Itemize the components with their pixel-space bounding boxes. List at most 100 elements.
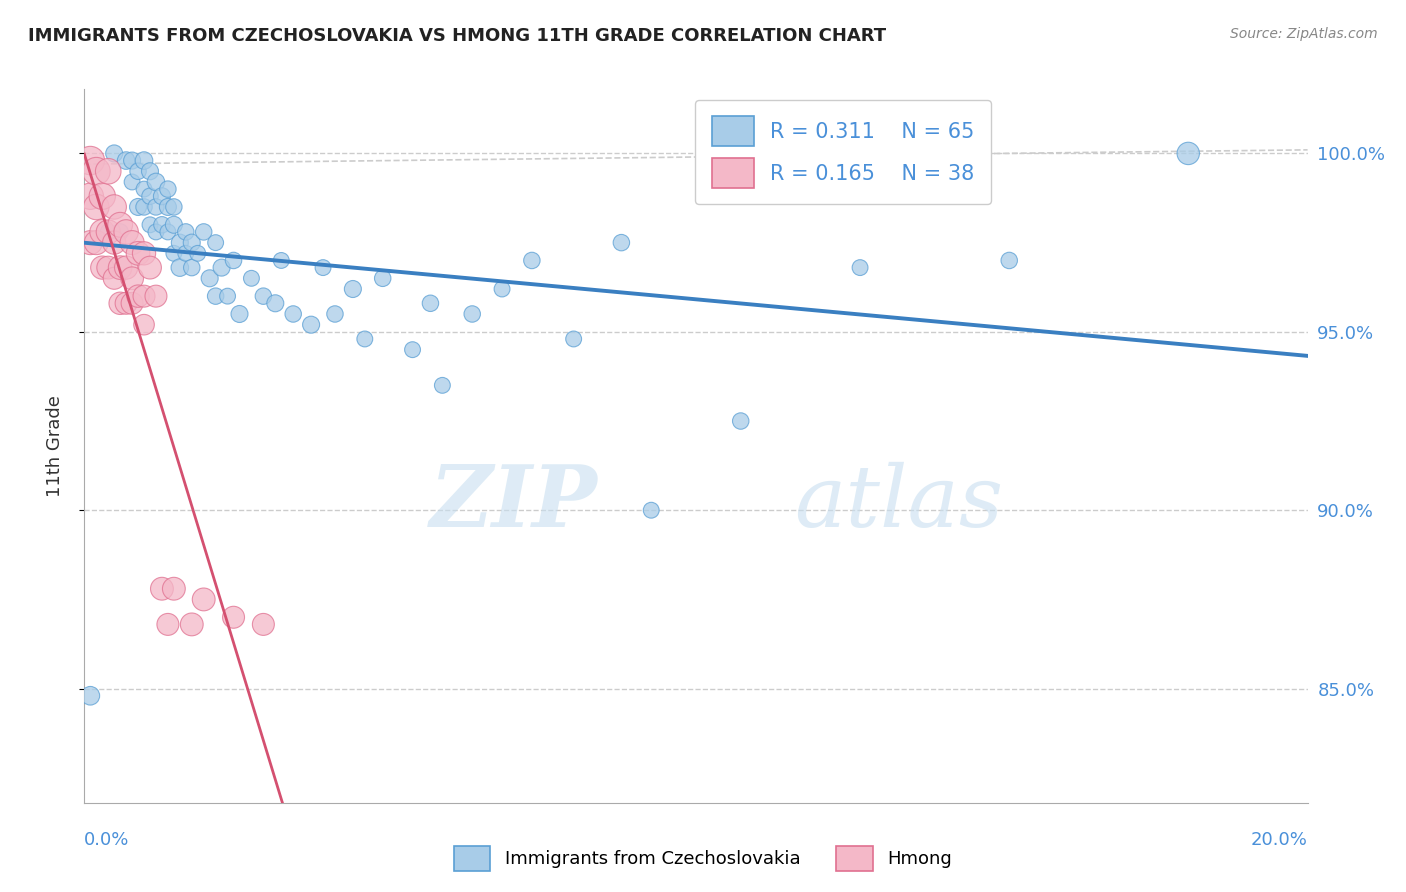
Text: 20.0%: 20.0% [1251, 831, 1308, 849]
Point [998, 253, 1021, 268]
Point [204, 289, 226, 303]
Point [150, 218, 173, 232]
Point [610, 235, 633, 250]
Point [79, 689, 101, 703]
Text: IMMIGRANTS FROM CZECHOSLOVAKIA VS HMONG 11TH GRADE CORRELATION CHART: IMMIGRANTS FROM CZECHOSLOVAKIA VS HMONG … [28, 27, 886, 45]
Point [97, 225, 120, 239]
Point [283, 307, 305, 321]
Point [323, 307, 346, 321]
Point [132, 153, 155, 168]
Point [103, 200, 125, 214]
Point [174, 246, 197, 260]
Point [1177, 146, 1199, 161]
Point [342, 282, 364, 296]
Point [103, 271, 125, 285]
Point [139, 260, 162, 275]
Point [353, 332, 375, 346]
Point [127, 246, 149, 260]
Point [121, 175, 143, 189]
Point [204, 235, 226, 250]
Point [163, 582, 186, 596]
Point [145, 289, 167, 303]
Point [91, 225, 114, 239]
Point [108, 218, 131, 232]
Point [97, 164, 120, 178]
Point [84, 200, 107, 214]
Point [163, 218, 186, 232]
Point [84, 164, 107, 178]
Point [139, 164, 162, 178]
Point [401, 343, 423, 357]
Point [156, 225, 179, 239]
Point [145, 200, 167, 214]
Point [132, 318, 155, 332]
Point [91, 189, 114, 203]
Point [156, 617, 179, 632]
Point [115, 260, 138, 275]
Point [211, 260, 233, 275]
Point [127, 200, 149, 214]
Text: atlas: atlas [794, 462, 1002, 544]
Point [115, 225, 138, 239]
Point [84, 235, 107, 250]
Point [270, 253, 292, 268]
Point [79, 235, 101, 250]
Point [132, 200, 155, 214]
Point [115, 296, 138, 310]
Point [121, 153, 143, 168]
Point [121, 235, 143, 250]
Point [145, 225, 167, 239]
Point [145, 175, 167, 189]
Point [849, 260, 872, 275]
Y-axis label: 11th Grade: 11th Grade [45, 395, 63, 497]
Point [193, 592, 215, 607]
Point [139, 189, 162, 203]
Point [163, 246, 186, 260]
Point [132, 289, 155, 303]
Point [139, 218, 162, 232]
Point [520, 253, 543, 268]
Point [252, 617, 274, 632]
Point [150, 189, 173, 203]
Text: Source: ZipAtlas.com: Source: ZipAtlas.com [1230, 27, 1378, 41]
Point [180, 235, 202, 250]
Point [193, 225, 215, 239]
Point [121, 296, 143, 310]
Point [419, 296, 441, 310]
Point [132, 246, 155, 260]
Point [240, 271, 263, 285]
Point [91, 260, 114, 275]
Point [103, 235, 125, 250]
Point [79, 153, 101, 168]
Point [371, 271, 394, 285]
Point [198, 271, 221, 285]
Point [174, 225, 197, 239]
Point [169, 260, 191, 275]
Point [108, 225, 131, 239]
Point [156, 200, 179, 214]
Point [222, 253, 245, 268]
Point [127, 164, 149, 178]
Point [187, 246, 209, 260]
Point [730, 414, 752, 428]
Point [97, 225, 120, 239]
Point [180, 260, 202, 275]
Point [115, 153, 138, 168]
Point [299, 318, 322, 332]
Point [222, 610, 245, 624]
Point [562, 332, 585, 346]
Point [163, 200, 186, 214]
Text: 0.0%: 0.0% [84, 831, 129, 849]
Point [132, 182, 155, 196]
Point [640, 503, 662, 517]
Point [79, 189, 101, 203]
Point [169, 235, 191, 250]
Point [312, 260, 335, 275]
Point [252, 289, 274, 303]
Point [228, 307, 250, 321]
Text: ZIP: ZIP [430, 461, 598, 545]
Point [108, 296, 131, 310]
Point [150, 582, 173, 596]
Point [127, 289, 149, 303]
Point [217, 289, 239, 303]
